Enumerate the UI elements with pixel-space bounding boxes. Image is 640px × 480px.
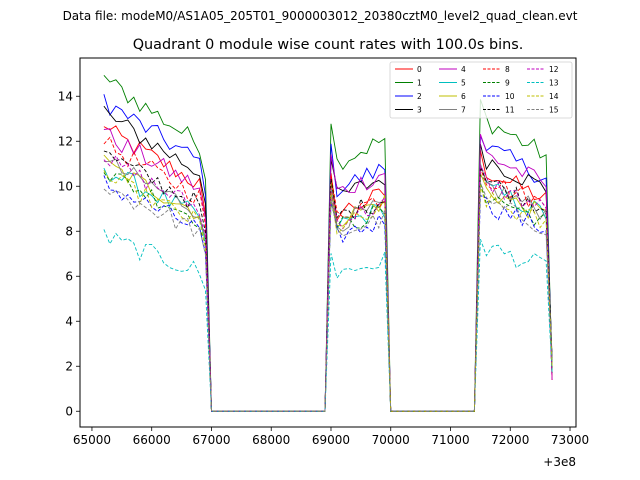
x-tick-label: 65000 [73,433,111,447]
x-tick-label: 68000 [252,433,290,447]
series-line-13 [103,229,553,412]
y-tick-label: 8 [65,224,73,238]
legend-label-7: 7 [461,106,466,115]
y-tick-label: 0 [65,404,73,418]
y-tick-label: 6 [65,269,73,283]
legend-label-12: 12 [549,65,559,74]
legend-label-1: 1 [417,79,422,88]
legend-label-13: 13 [549,79,559,88]
y-tick-label: 12 [58,134,73,148]
legend-frame [389,61,573,119]
figure-suptitle: Data file: modeM0/AS1A05_205T01_90000030… [63,9,578,23]
y-tick-label: 14 [58,89,73,103]
y-tick-label: 2 [65,359,73,373]
legend-label-3: 3 [417,106,422,115]
x-tick-label: 69000 [312,433,350,447]
legend-label-11: 11 [505,106,515,115]
y-tick-label: 4 [65,314,73,328]
chart-title: Quadrant 0 module wise count rates with … [133,37,524,53]
x-tick-label: 70000 [372,433,410,447]
x-offset-label: +3e8 [543,455,576,469]
series-lines [103,74,553,412]
legend-label-15: 15 [549,106,559,115]
x-tick-label: 73000 [551,433,589,447]
legend-label-14: 14 [549,92,559,101]
y-axis: 0 2 4 6 8 10 12 14 [58,89,80,418]
legend-label-9: 9 [505,79,510,88]
x-tick-label: 67000 [192,433,230,447]
legend-label-4: 4 [461,65,466,74]
x-tick-label: 72000 [491,433,529,447]
series-line-15 [103,182,553,412]
legend-label-0: 0 [417,65,422,74]
legend-label-2: 2 [417,92,422,101]
x-axis: 65000 66000 67000 68000 69000 70000 71000 72000… [73,427,589,447]
legend-label-5: 5 [461,79,466,88]
x-tick-label: 66000 [133,433,171,447]
x-tick-label: 71000 [431,433,469,447]
plot-frame [79,57,577,428]
legend-label-6: 6 [461,92,466,101]
legend-label-10: 10 [505,92,515,101]
legend-label-8: 8 [505,65,510,74]
y-tick-label: 10 [58,179,73,193]
